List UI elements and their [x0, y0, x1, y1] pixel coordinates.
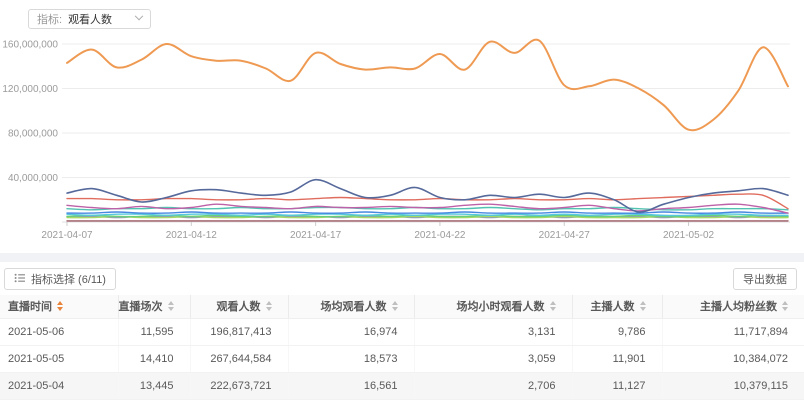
sort-caret-icon[interactable]	[782, 301, 788, 312]
value-cell: 2,706	[414, 372, 573, 400]
section-divider	[0, 253, 804, 262]
column-header-6[interactable]: 主播人数	[572, 295, 663, 319]
metric-select-label: 指标选择 (6/11)	[31, 274, 106, 286]
sort-caret-icon[interactable]	[549, 301, 556, 312]
x-axis-label: 2021-05-02	[663, 230, 715, 241]
export-data-label: 导出数据	[743, 274, 787, 286]
column-header-7[interactable]: 主播人均粉丝数	[662, 295, 804, 319]
data-table-card: 指标选择 (6/11) 导出数据 直播时间 直播场次 观看人数 场均观看人数 场均小时观…	[0, 262, 804, 400]
series-观看人数	[66, 38, 789, 132]
column-header-2[interactable]: 直播场次	[118, 295, 191, 319]
sort-caret-icon[interactable]	[167, 301, 174, 312]
metric-dropdown-prefix: 指标:	[37, 14, 63, 26]
metrics-table: 直播时间 直播场次 观看人数 场均观看人数 场均小时观看人数 主播人数 主播人均粉丝数 20…	[0, 295, 804, 400]
table-row[interactable]: 2021-05-04 13,445 222,673,721 16,561 2,706 11…	[0, 372, 804, 400]
value-cell: 16,561	[288, 372, 415, 400]
y-axis-label: 80,000,000	[8, 129, 58, 140]
x-axis-label: 2021-04-27	[539, 230, 591, 241]
y-axis-label: 40,000,000	[8, 173, 58, 184]
row-date-cell: 2021-05-06	[0, 318, 119, 346]
value-cell: 267,644,584	[190, 345, 289, 373]
series-coral-line	[66, 193, 789, 210]
column-header-1[interactable]: 直播时间	[0, 295, 119, 319]
column-label: 场均小时观看人数	[456, 301, 545, 314]
value-cell: 196,817,413	[190, 318, 289, 346]
column-label: 直播场次	[118, 301, 163, 314]
value-cell: 9,786	[572, 318, 663, 346]
table-header-row: 直播时间 直播场次 观看人数 场均观看人数 场均小时观看人数 主播人数 主播人均粉丝数	[0, 295, 804, 319]
list-icon	[14, 272, 26, 287]
table-row[interactable]: 2021-05-05 14,410 267,644,584 18,573 3,059 11…	[0, 345, 804, 373]
column-label: 直播时间	[8, 301, 52, 314]
value-cell: 10,384,072	[662, 345, 804, 373]
table-row[interactable]: 2021-05-06 11,595 196,817,413 16,974 3,131 9,…	[0, 318, 804, 346]
metric-dropdown[interactable]: 指标: 观看人数	[28, 9, 151, 29]
value-cell: 222,673,721	[190, 372, 289, 400]
series-navy-line	[66, 178, 789, 213]
row-date-cell: 2021-05-05	[0, 345, 119, 373]
value-cell: 11,717,894	[662, 318, 804, 346]
value-cell: 18,573	[288, 345, 415, 373]
value-cell: 13,445	[118, 372, 191, 400]
value-cell: 3,059	[414, 345, 573, 373]
series-blue-line	[66, 211, 789, 214]
column-label: 主播人均粉丝数	[700, 301, 777, 314]
column-label: 观看人数	[216, 301, 261, 314]
column-header-5[interactable]: 场均小时观看人数	[414, 295, 573, 319]
x-axis-label: 2021-04-07	[41, 230, 93, 241]
value-cell: 10,379,115	[662, 372, 804, 400]
series-cyan-line	[66, 213, 789, 217]
sort-caret-icon[interactable]	[639, 301, 646, 312]
sort-caret-icon[interactable]	[391, 301, 398, 312]
y-axis-label: 120,000,000	[2, 84, 58, 95]
column-label: 主播人数	[590, 301, 635, 314]
column-label: 场均观看人数	[320, 301, 387, 314]
sort-caret-icon[interactable]	[265, 301, 272, 312]
y-axis-label: 160,000,000	[2, 40, 58, 51]
value-cell: 11,127	[572, 372, 663, 400]
metric-select-button[interactable]: 指标选择 (6/11)	[4, 268, 116, 290]
sort-caret-icon[interactable]	[57, 301, 63, 312]
value-cell: 14,410	[118, 345, 191, 373]
export-data-button[interactable]: 导出数据	[733, 268, 797, 290]
series-magenta-line	[66, 203, 789, 214]
value-cell: 16,974	[288, 318, 415, 346]
trend-chart: 160,000,000 120,000,000 80,000,000 40,000,0…	[2, 38, 790, 241]
table-body: 2021-05-06 11,595 196,817,413 16,974 3,131 9,…	[0, 318, 804, 400]
series-green-line	[66, 214, 789, 218]
trend-chart-card: 指标: 观看人数 160,000,000 120,000,000 80,000,00…	[2, 9, 790, 241]
x-axis-label: 2021-04-22	[414, 230, 466, 241]
value-cell: 3,131	[414, 318, 573, 346]
value-cell: 11,901	[572, 345, 663, 373]
x-axis-label: 2021-04-17	[290, 230, 342, 241]
value-cell: 11,595	[118, 318, 191, 346]
column-header-3[interactable]: 观看人数	[190, 295, 289, 319]
x-axis-label: 2021-04-12	[166, 230, 218, 241]
column-header-4[interactable]: 场均观看人数	[288, 295, 415, 319]
row-date-cell: 2021-05-04	[0, 372, 119, 400]
metric-dropdown-value: 观看人数	[68, 14, 113, 26]
